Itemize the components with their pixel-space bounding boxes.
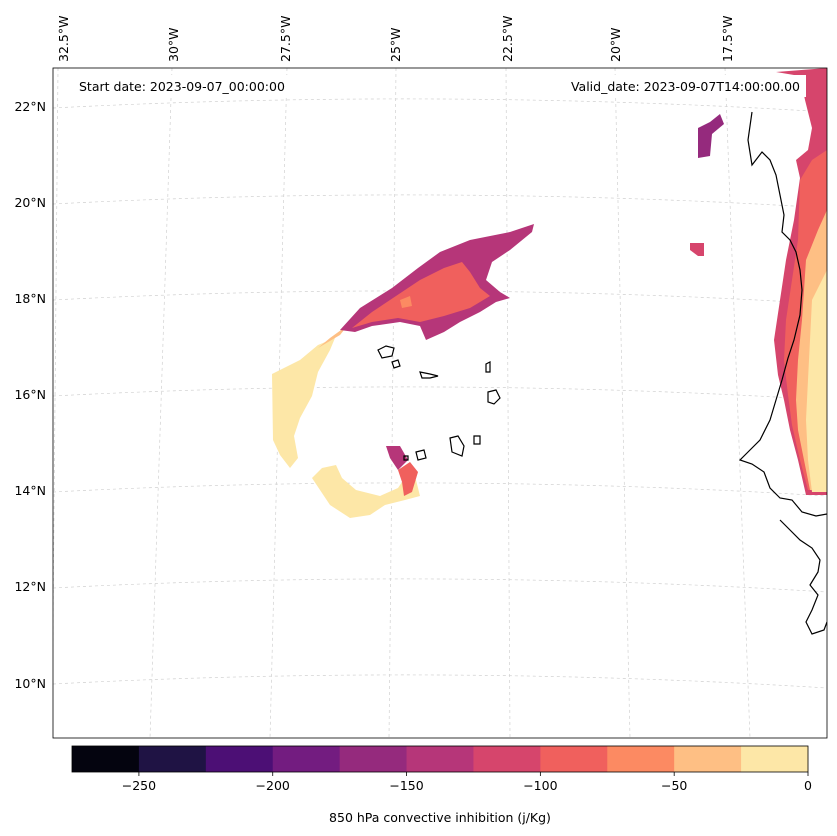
start-date-box [72, 75, 312, 97]
colorbar-swatch [473, 746, 541, 772]
lat-label-20n: 20°N [14, 195, 46, 210]
lon-label-25w: 25°W [388, 27, 403, 62]
map-frame [52, 67, 828, 739]
contour-minus125-to-minus150-hook [386, 446, 408, 470]
lat-label-14n: 14°N [14, 483, 46, 498]
map-background [53, 68, 827, 738]
parallel-20n [53, 194, 827, 209]
parallel-10n [53, 674, 827, 689]
lon-label-27-5w: 27.5°W [278, 16, 293, 62]
colorbar-swatch [607, 746, 675, 772]
africa-coast-south [779, 519, 827, 635]
colorbar-swatch [674, 746, 742, 772]
colorbar-tick-label: −100 [523, 778, 557, 793]
parallel-22n [53, 98, 827, 113]
parallel-18n [53, 290, 827, 305]
colorbar-tick-label: −250 [122, 778, 156, 793]
colorbar-swatch [272, 746, 341, 772]
contour-0-to-minus25-hook [272, 338, 335, 468]
meridian-27-5w [269, 68, 288, 738]
cin-contours [272, 68, 827, 518]
lat-label-18n: 18°N [14, 291, 46, 306]
lon-label-22-5w: 22.5°W [500, 16, 515, 62]
start-date-label: Start date: 2023-09-07_00:00:00 [79, 79, 285, 94]
valid-date-label: Valid_date: 2023-09-07T14:00:00.00 [571, 79, 800, 94]
island-santo-antao [377, 345, 395, 359]
map-panel [53, 68, 827, 738]
contour-patch-east [690, 243, 704, 256]
lat-label-16n: 16°N [14, 387, 46, 402]
coastlines [377, 111, 827, 635]
africa-coast [738, 111, 827, 517]
parallel-16n [53, 386, 827, 401]
gridlines [53, 68, 827, 738]
meridian-25w [388, 68, 397, 738]
colorbar-tick-label: −150 [389, 778, 423, 793]
meridian-30w [149, 68, 173, 738]
colorbar-swatch [339, 746, 408, 772]
colorbar-title: 850 hPa convective inhibition (j/Kg) [329, 810, 551, 825]
contour-minus75-to-minus100-hook [398, 462, 418, 496]
colorbar-tick-label: 0 [804, 778, 812, 793]
colorbar-swatch [72, 746, 140, 772]
meridian-20w [614, 68, 631, 738]
contour-minus25-to-minus50-hook [318, 325, 348, 348]
meridian-22-5w [505, 68, 511, 738]
latitude-labels: 22°N 20°N 18°N 16°N 14°N 12°N 10°N [14, 99, 46, 691]
longitude-labels: 32.5°W 30°W 27.5°W 25°W 22.5°W 20°W 17.5… [56, 16, 735, 62]
island-brava [403, 455, 409, 461]
colorbar-ticks: −250 −200 −150 −100 −50 0 [122, 772, 812, 793]
island-santiago [449, 435, 465, 457]
contour-minus25-arc-spot [400, 296, 412, 308]
lat-label-12n: 12°N [14, 579, 46, 594]
colorbar-tick-label: −50 [661, 778, 687, 793]
island-sao-nicolau [419, 371, 439, 379]
colorbar-swatch [138, 746, 207, 772]
island-maio [473, 435, 481, 445]
colorbar-frame [71, 745, 809, 773]
lat-label-10n: 10°N [14, 676, 46, 691]
lon-label-20w: 20°W [608, 27, 623, 62]
island-sal [485, 361, 491, 373]
meridian-17-5w [724, 68, 751, 738]
island-boa-vista [487, 389, 501, 405]
colorbar: −250 −200 −150 −100 −50 0 850 hPa convective … [71, 745, 812, 825]
lon-label-30w: 30°W [166, 27, 181, 62]
island-sao-vicente [391, 359, 401, 369]
valid-date-box [538, 75, 806, 97]
lon-label-32-5w: 32.5°W [56, 16, 71, 62]
colorbar-swatch [406, 746, 474, 772]
colorbar-tick-label: −200 [256, 778, 290, 793]
colorbar-swatch [741, 746, 809, 772]
contour-minus75-arc [352, 262, 490, 328]
lat-label-22n: 22°N [14, 99, 46, 114]
colorbar-swatches [72, 746, 809, 772]
colorbar-swatch [205, 746, 274, 772]
contour-0-to-minus25-hook-lower [312, 465, 420, 518]
parallel-12n [53, 578, 827, 593]
island-fogo [415, 449, 427, 461]
contour-coast-0 [806, 270, 827, 492]
parallel-14n [53, 482, 827, 497]
colorbar-swatch [540, 746, 608, 772]
contour-patch-north [698, 114, 724, 158]
lon-label-17-5w: 17.5°W [720, 16, 735, 62]
